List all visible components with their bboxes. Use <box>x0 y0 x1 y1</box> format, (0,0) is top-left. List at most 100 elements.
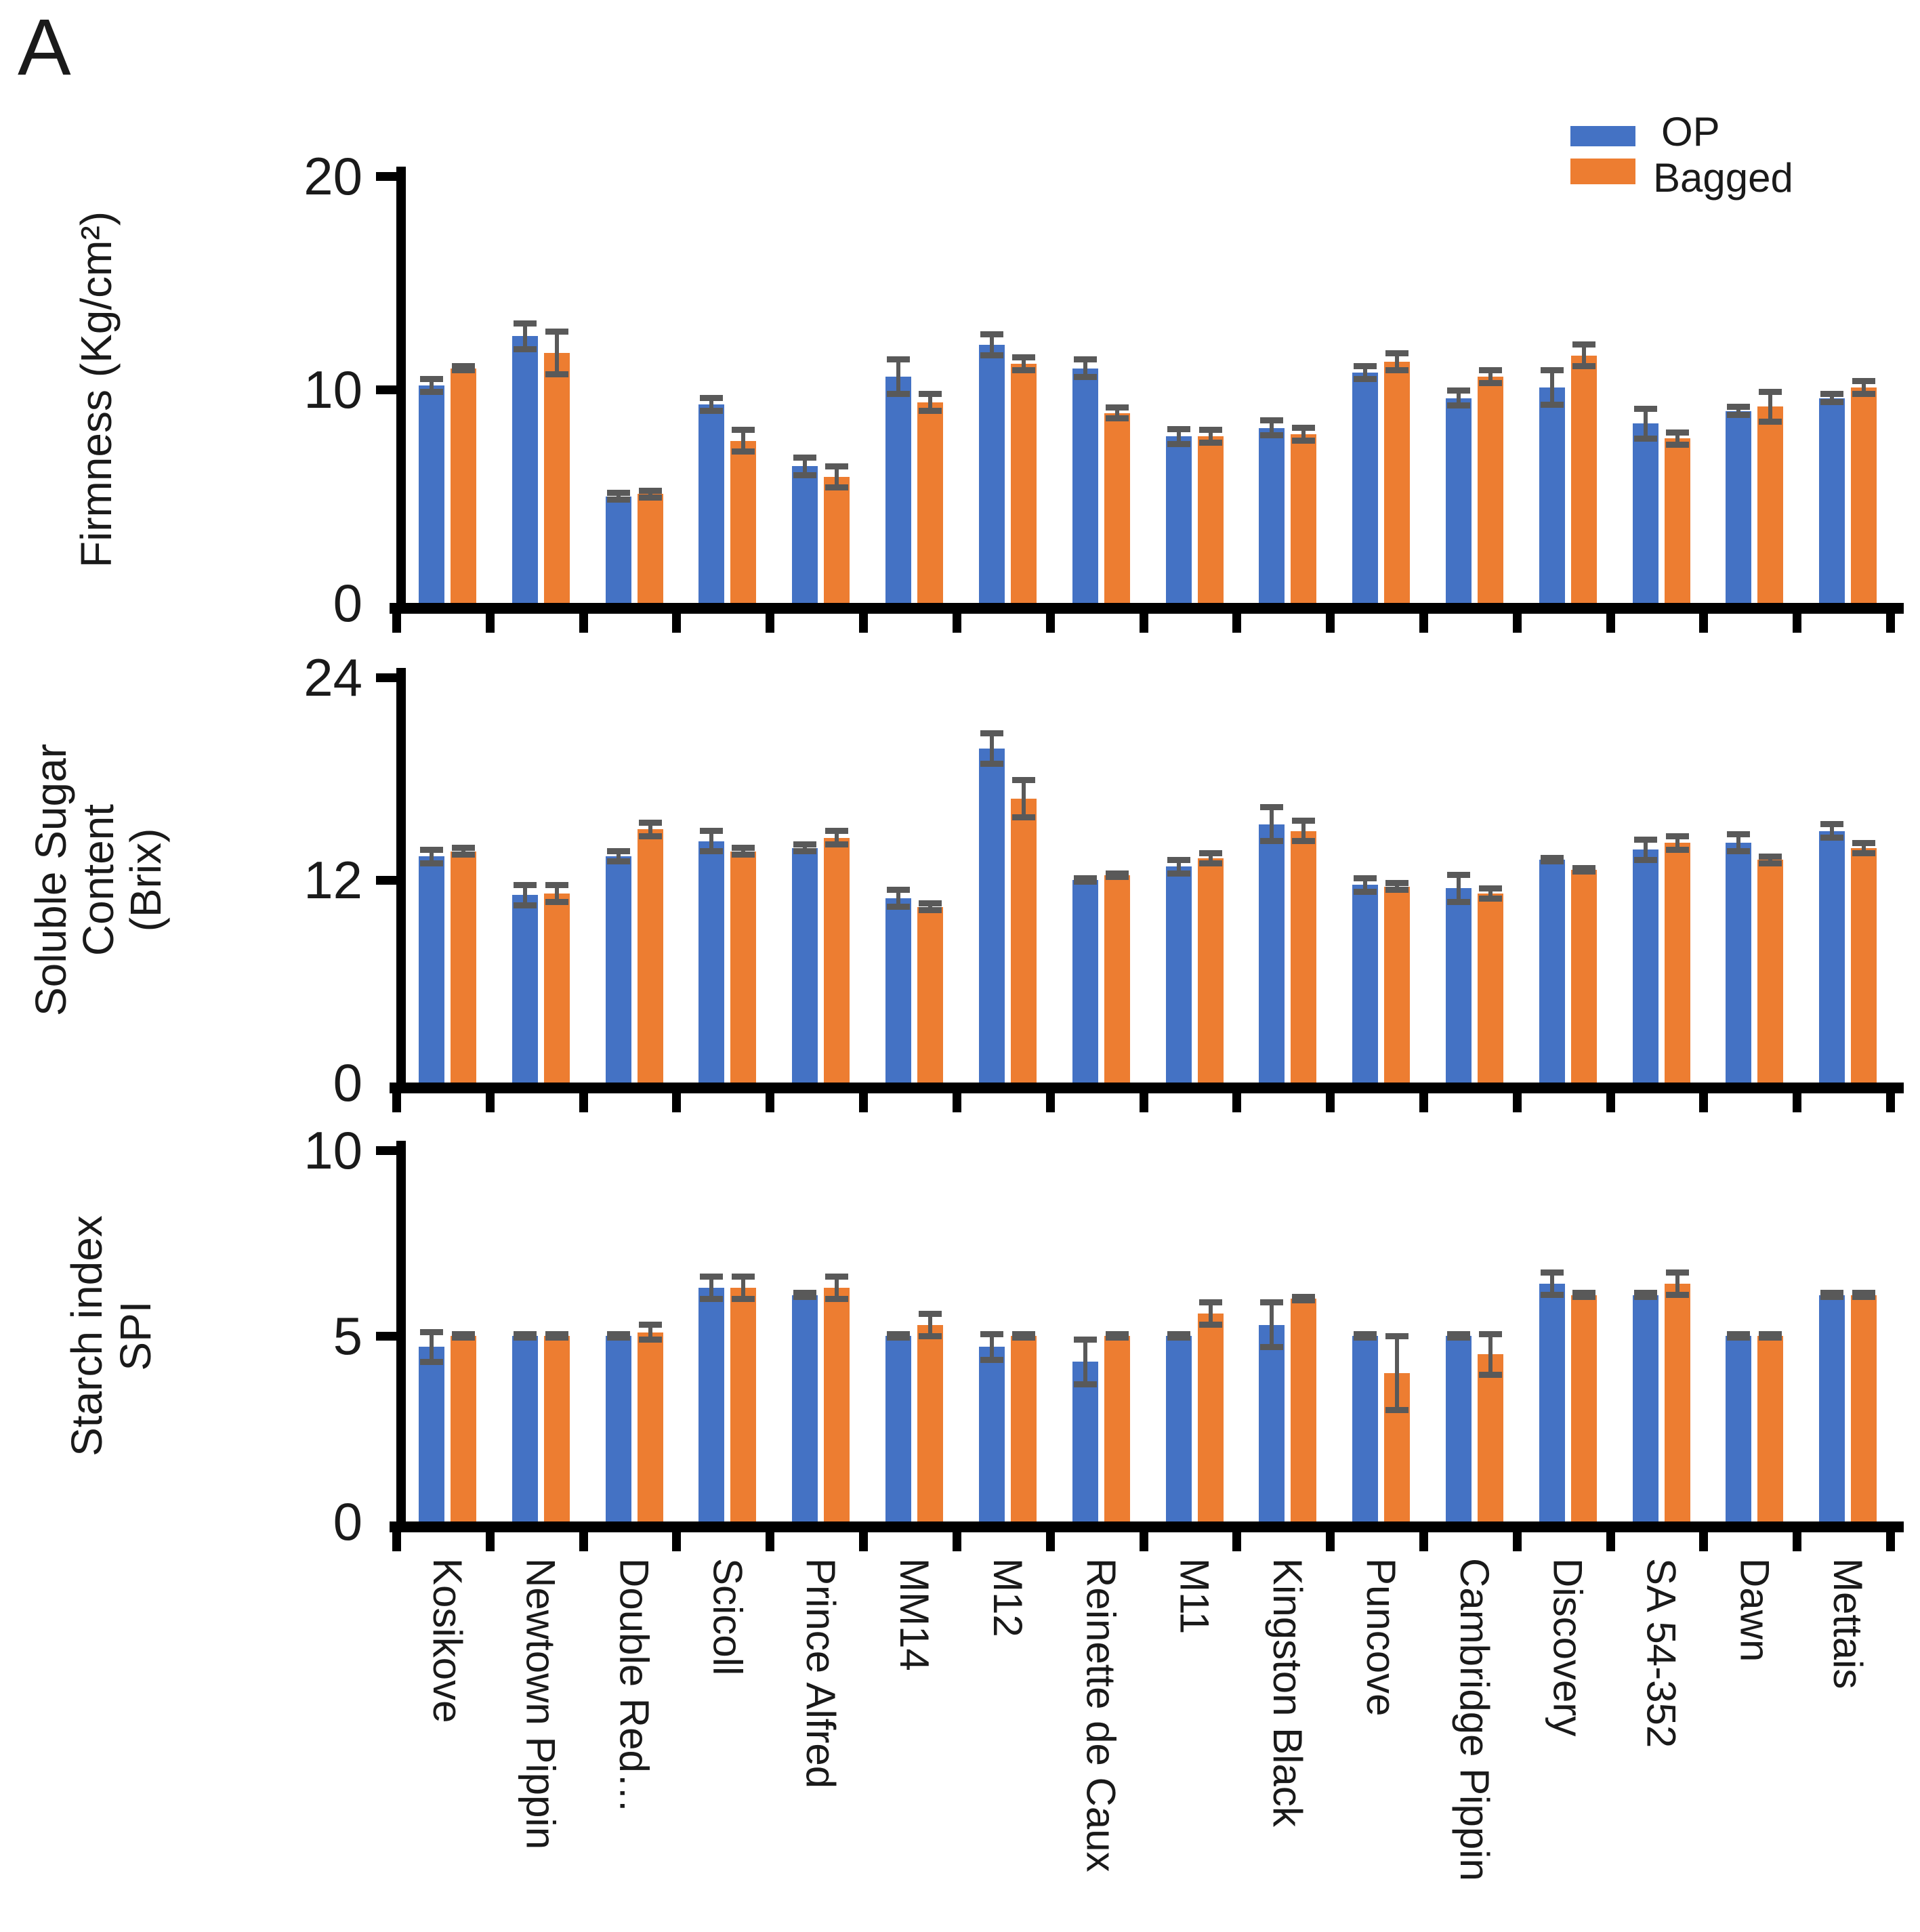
error-bar <box>928 903 933 910</box>
error-bar-cap <box>825 1295 849 1302</box>
bar <box>605 1336 631 1521</box>
category-label: Newtown Pippin <box>518 1558 564 1850</box>
error-bar-cap <box>1759 1330 1782 1337</box>
error-bar-cap <box>732 1273 755 1280</box>
error-bar-cap <box>1073 878 1097 885</box>
error-bar-cap <box>980 1330 1003 1337</box>
error-bar-cap <box>1852 1290 1876 1297</box>
category-label: Double Red… <box>611 1558 657 1813</box>
error-bar-cap <box>452 367 475 374</box>
error-bar <box>1395 883 1400 890</box>
category-label: Cambridge Pippin <box>1451 1558 1497 1881</box>
bar <box>1570 1295 1597 1521</box>
x-axis-tick <box>766 1093 775 1112</box>
error-bar-cap <box>1198 440 1222 446</box>
bar <box>730 851 757 1083</box>
error-bar <box>1083 359 1087 377</box>
bar <box>698 841 725 1083</box>
error-bar-cap <box>1852 849 1876 856</box>
error-bar <box>1675 432 1679 445</box>
error-bar-cap <box>1446 1335 1470 1341</box>
error-bar-cap <box>1852 839 1876 846</box>
error-bar-cap <box>1540 367 1564 374</box>
error-bar <box>1083 1339 1087 1385</box>
error-bar <box>1021 357 1026 371</box>
error-bar-cap <box>919 900 942 907</box>
error-bar <box>1736 406 1741 415</box>
x-axis-tick <box>952 614 961 633</box>
error-bar-cap <box>513 320 537 327</box>
error-bar <box>928 394 933 411</box>
error-bar-cap <box>732 427 755 434</box>
x-axis-tick <box>1045 614 1055 633</box>
error-bar-cap <box>1820 1290 1844 1297</box>
error-bar-cap <box>732 1295 755 1302</box>
x-axis-tick <box>579 1532 588 1551</box>
x-axis-tick <box>672 1532 682 1551</box>
error-bar-cap <box>1105 870 1129 877</box>
bar <box>917 906 944 1083</box>
error-bar-cap <box>452 1330 475 1337</box>
x-axis-tick <box>1045 1093 1055 1112</box>
error-bar <box>989 733 994 764</box>
error-bar-cap <box>1633 405 1657 412</box>
x-axis-tick <box>1793 614 1802 633</box>
error-bar-cap <box>1385 367 1409 374</box>
x-axis-tick <box>1326 1093 1335 1112</box>
x-axis-tick <box>392 1532 401 1551</box>
bar <box>419 385 444 603</box>
error-bar-cap <box>1167 870 1190 877</box>
error-bar <box>1581 344 1586 366</box>
category-label: M11 <box>1171 1558 1217 1635</box>
error-bar-cap <box>452 1335 475 1341</box>
x-axis-tick <box>392 1093 401 1112</box>
error-bar-cap <box>513 1335 537 1341</box>
bar <box>1259 1324 1285 1521</box>
x-axis-tick <box>952 1532 961 1551</box>
error-bar <box>1830 394 1835 402</box>
bar <box>1010 799 1037 1083</box>
error-bar-cap <box>1198 1299 1222 1306</box>
bar <box>917 402 944 603</box>
bar <box>1477 377 1503 603</box>
error-bar <box>1549 1272 1554 1295</box>
x-axis-tick <box>1606 614 1615 633</box>
bar <box>1352 372 1379 603</box>
y-axis-tick-label: 0 <box>333 1492 362 1551</box>
error-bar-cap <box>1073 1381 1097 1387</box>
bar <box>730 1287 757 1521</box>
bar <box>1632 423 1658 603</box>
error-bar <box>1675 836 1679 850</box>
error-bar-cap <box>732 845 755 852</box>
bar <box>512 895 538 1083</box>
x-axis-tick <box>1326 1532 1335 1551</box>
error-bar <box>430 849 434 864</box>
bar <box>1851 847 1877 1083</box>
error-bar <box>989 334 994 356</box>
error-bar-cap <box>793 455 817 461</box>
bar <box>1664 438 1690 603</box>
error-bar <box>1395 1336 1400 1410</box>
error-bar-cap <box>1198 849 1222 856</box>
error-bar-cap <box>420 846 443 853</box>
error-bar-cap <box>1073 875 1097 881</box>
x-axis-tick <box>1139 1093 1148 1112</box>
error-bar <box>1395 353 1400 371</box>
error-bar-cap <box>825 1273 849 1280</box>
error-bar-cap <box>793 471 817 478</box>
bar <box>730 440 757 603</box>
error-bar-cap <box>1292 425 1316 432</box>
bar <box>1726 843 1752 1083</box>
error-bar-cap <box>1572 341 1595 348</box>
error-bar-cap <box>1540 1269 1564 1276</box>
error-bar-cap <box>1727 848 1751 855</box>
error-bar-cap <box>1633 1290 1657 1297</box>
error-bar-cap <box>1478 380 1502 387</box>
error-bar <box>430 379 434 392</box>
x-axis-tick <box>1139 614 1148 633</box>
bar <box>978 1347 1005 1521</box>
x-axis-tick <box>1232 614 1242 633</box>
bar <box>792 1295 818 1521</box>
error-bar <box>1208 1302 1213 1325</box>
error-bar-cap <box>793 841 817 848</box>
